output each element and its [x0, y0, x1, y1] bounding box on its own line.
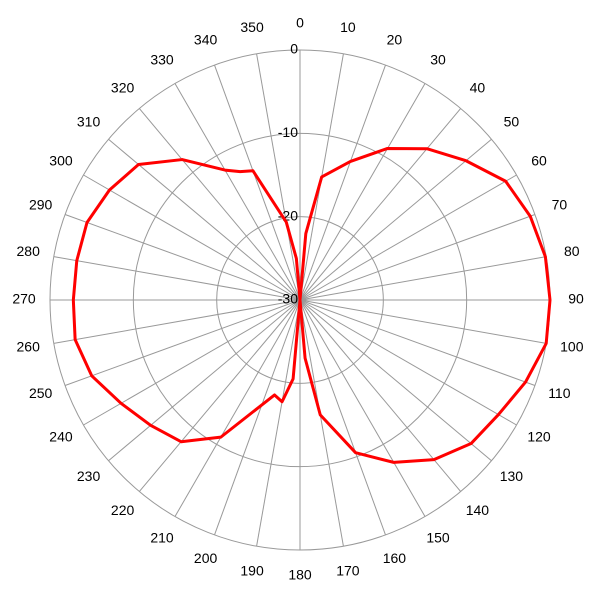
pattern-line [71, 146, 552, 464]
spoke [214, 64, 301, 301]
angle-label: 290 [29, 196, 53, 212]
angle-label: 310 [77, 113, 101, 129]
angle-label: 180 [288, 567, 312, 583]
angle-label: 50 [504, 113, 520, 129]
spoke [299, 299, 517, 426]
spoke [256, 299, 301, 547]
spoke [299, 138, 492, 301]
angle-label: 0 [296, 15, 304, 31]
spoke [299, 64, 386, 301]
angle-label: 40 [470, 79, 486, 95]
spoke [299, 174, 517, 301]
angle-label: 150 [426, 530, 450, 546]
angle-label: 10 [340, 19, 356, 35]
angle-label: 80 [564, 243, 580, 259]
angle-label: 200 [194, 550, 218, 566]
angle-label: 220 [111, 502, 135, 518]
spoke [53, 256, 301, 301]
spoke [64, 214, 301, 301]
angle-label: 270 [12, 291, 36, 307]
spoke [299, 214, 536, 301]
angle-label: 230 [77, 468, 101, 484]
spoke [138, 108, 301, 301]
spoke [299, 299, 492, 462]
angle-label: 100 [560, 339, 584, 355]
r-tick-label: 0 [290, 41, 298, 57]
spoke [64, 299, 301, 386]
angle-label: 140 [466, 502, 490, 518]
angle-label: 330 [150, 52, 174, 68]
spoke [299, 83, 426, 301]
r-tick-label: -30 [278, 291, 298, 307]
angle-label: 110 [548, 385, 571, 401]
angle-label: 60 [531, 153, 547, 169]
angle-label: 320 [111, 79, 135, 95]
spoke [138, 299, 301, 492]
angle-label: 260 [17, 339, 41, 355]
r-tick-label: -10 [278, 124, 298, 140]
angle-label: 20 [387, 31, 403, 47]
angle-label: 160 [383, 550, 407, 566]
angle-label: 240 [49, 429, 73, 445]
angle-label: 210 [150, 530, 174, 546]
angle-label: 120 [527, 429, 551, 445]
spoke [108, 138, 301, 301]
spoke [214, 299, 301, 536]
spoke [174, 299, 301, 517]
spoke [299, 299, 344, 547]
angle-label: 340 [194, 31, 218, 47]
angle-label: 130 [500, 468, 524, 484]
spoke [299, 108, 462, 301]
spoke [174, 83, 301, 301]
angle-label: 300 [49, 153, 73, 169]
angle-label: 250 [29, 385, 53, 401]
angle-label: 190 [240, 563, 264, 579]
spoke [299, 299, 547, 344]
spoke [299, 299, 386, 536]
angle-label: 170 [336, 563, 360, 579]
angle-label: 280 [17, 243, 41, 259]
angle-label: 30 [430, 52, 446, 68]
spoke [83, 174, 301, 301]
angle-label: 350 [240, 19, 264, 35]
spoke [53, 299, 301, 344]
spoke [83, 299, 301, 426]
spoke [299, 256, 547, 301]
spoke [256, 53, 301, 301]
angle-label: 90 [568, 291, 584, 307]
ring [132, 132, 468, 468]
angle-label: 70 [552, 196, 568, 212]
spoke [108, 299, 301, 462]
ring [216, 216, 384, 384]
spoke [299, 299, 536, 386]
spoke [299, 299, 426, 517]
